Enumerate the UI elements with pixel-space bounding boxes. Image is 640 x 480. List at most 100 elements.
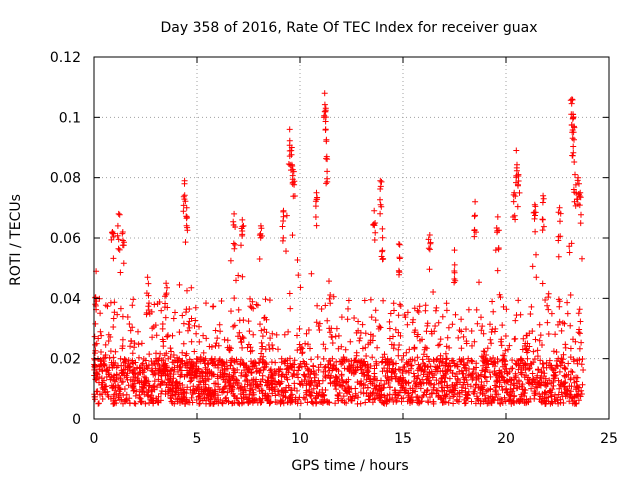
data-point <box>266 297 273 304</box>
data-point <box>186 306 193 312</box>
data-point <box>386 335 393 342</box>
data-point <box>530 375 537 382</box>
data-point <box>116 388 123 395</box>
data-point <box>556 303 563 310</box>
data-point <box>239 344 246 351</box>
data-point <box>470 366 477 373</box>
data-point <box>376 323 383 330</box>
data-point <box>308 356 315 363</box>
data-point <box>528 303 535 310</box>
data-point <box>185 360 191 367</box>
data-point <box>147 394 153 400</box>
data-point <box>328 325 335 332</box>
data-point <box>370 221 377 228</box>
data-point <box>576 193 583 199</box>
data-point <box>533 274 540 281</box>
data-point <box>235 272 242 279</box>
data-point <box>146 351 153 358</box>
data-point <box>296 363 303 370</box>
data-point <box>212 388 219 395</box>
data-point <box>548 310 555 317</box>
data-point <box>168 348 175 355</box>
data-point <box>95 335 102 342</box>
data-point <box>111 309 118 316</box>
data-point <box>532 209 539 216</box>
data-point <box>129 302 136 309</box>
data-point <box>228 386 235 393</box>
data-point <box>558 327 565 334</box>
data-point <box>179 312 186 319</box>
data-point <box>245 365 252 372</box>
data-point <box>135 328 141 335</box>
data-point <box>383 398 389 404</box>
data-point <box>112 348 119 355</box>
data-point <box>149 388 156 395</box>
data-point <box>209 303 216 310</box>
data-point <box>308 270 315 277</box>
data-point <box>272 359 279 366</box>
data-point <box>214 375 221 382</box>
data-point <box>363 376 370 383</box>
data-point <box>159 336 166 343</box>
data-point <box>362 344 369 351</box>
data-point <box>455 377 461 383</box>
data-point <box>538 398 545 405</box>
chart-title: Day 358 of 2016, Rate Of TEC Index for r… <box>161 20 538 36</box>
data-point <box>338 343 345 350</box>
data-point <box>135 371 142 378</box>
data-point <box>322 118 329 125</box>
data-point <box>406 346 413 353</box>
data-point <box>300 371 307 378</box>
data-point <box>324 168 331 175</box>
data-point <box>553 362 560 369</box>
data-point <box>333 325 340 332</box>
data-point <box>540 195 547 202</box>
data-point <box>230 218 237 225</box>
data-point <box>550 348 557 355</box>
data-point <box>310 385 317 392</box>
y-tick-label: 0.1 <box>59 110 81 126</box>
data-point <box>224 337 231 344</box>
data-point <box>502 366 509 372</box>
data-point <box>573 196 580 203</box>
data-point <box>495 246 502 253</box>
data-point <box>449 321 456 328</box>
data-point <box>314 194 321 201</box>
data-point <box>535 367 541 373</box>
data-point <box>239 216 246 223</box>
data-point <box>545 362 552 369</box>
data-point <box>305 378 312 385</box>
data-point <box>321 90 328 97</box>
data-point <box>226 347 233 354</box>
data-point <box>114 372 120 378</box>
data-point <box>286 290 293 297</box>
data-point <box>200 332 207 339</box>
data-point <box>476 279 482 286</box>
data-point <box>570 129 577 136</box>
data-point <box>471 226 478 233</box>
data-point <box>463 326 469 333</box>
data-point <box>456 393 463 400</box>
data-point <box>262 363 269 370</box>
data-point <box>275 346 281 353</box>
data-point <box>545 306 552 313</box>
data-point <box>316 327 323 333</box>
data-point <box>163 280 170 287</box>
data-point <box>295 396 302 403</box>
data-point <box>463 362 469 369</box>
data-point <box>308 392 315 399</box>
data-point <box>197 379 204 386</box>
data-point <box>378 377 384 384</box>
data-point <box>282 394 289 401</box>
data-point <box>203 335 210 342</box>
data-point <box>253 301 260 308</box>
data-point <box>479 323 486 330</box>
data-point <box>238 395 245 402</box>
data-point <box>532 203 539 210</box>
data-point <box>430 356 437 363</box>
data-point <box>317 361 324 368</box>
data-point <box>145 292 152 299</box>
data-point <box>121 356 128 363</box>
data-point <box>549 386 556 393</box>
